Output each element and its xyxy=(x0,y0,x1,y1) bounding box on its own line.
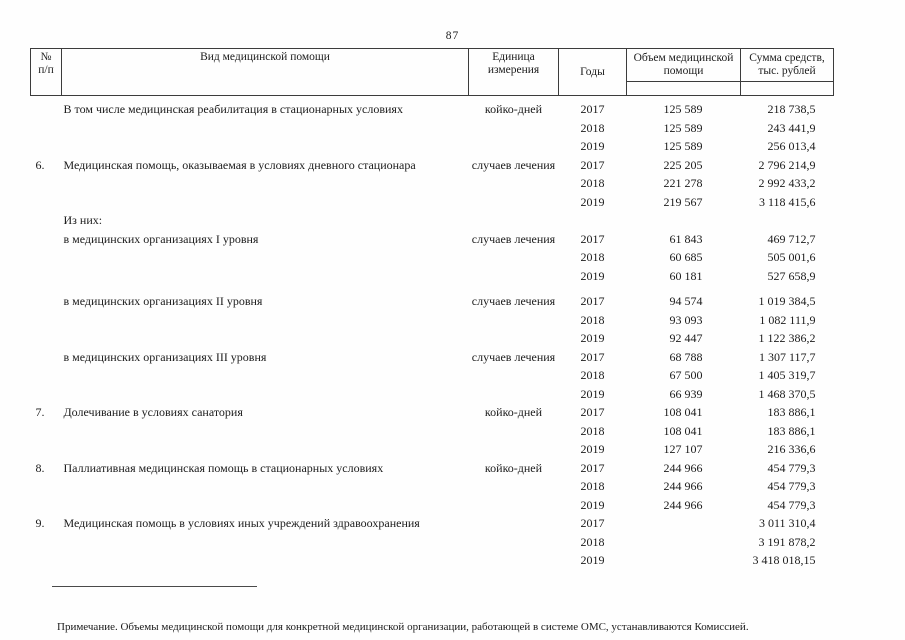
table-row: 2018 3 191 878,2 xyxy=(580,534,816,549)
table-row: 2018 108 041 183 886,1 xyxy=(580,423,816,438)
footnote-separator-line xyxy=(52,585,257,587)
medical-care-table: № п/п Вид медицинской помощи Единица изм… xyxy=(30,48,834,570)
table-row: 2018 67 500 1 405 319,7 xyxy=(580,368,816,382)
note-text: Примечание. Объемы медицинской помощи дл… xyxy=(57,620,749,633)
table-header-row: № п/п Вид медицинской помощи Единица изм… xyxy=(30,48,834,96)
table-row: в медицинских организациях III уровня слу… xyxy=(63,349,816,364)
table-row: В том числе медицинская реабилитация в с… xyxy=(63,102,816,116)
header-years: Годы xyxy=(558,48,627,96)
table-row: 6. Медицинская помощь, оказываемая в усло… xyxy=(35,157,816,172)
table-row: в медицинских организациях II уровня случ… xyxy=(63,294,816,308)
table-row: 2018 93 093 1 082 111,9 xyxy=(580,312,816,327)
header-unit: Единица измерения xyxy=(468,48,559,96)
table-row: 8. Паллиативная медицинская помощь в стац… xyxy=(35,460,816,475)
table-row: 2019 66 939 1 468 370,5 xyxy=(580,386,816,401)
header-volume: Объем медицинской помощи xyxy=(626,48,741,96)
page-number: 87 xyxy=(445,30,460,42)
header-num: № п/п xyxy=(30,48,62,96)
header-sum: Сумма средств, тыс. рублей xyxy=(740,48,834,96)
table-row: 2018 244 966 454 779,3 xyxy=(580,479,816,493)
table-row: 2018 60 685 505 001,6 xyxy=(580,250,816,264)
table-row: 2019 219 567 3 118 415,6 xyxy=(580,194,816,209)
table-row: 2019 92 447 1 122 386,2 xyxy=(580,331,816,345)
table-row: 2018 221 278 2 992 433,2 xyxy=(580,176,816,190)
table-row: 2019 60 181 527 658,9 xyxy=(580,268,816,283)
table-row: 2019 244 966 454 779,3 xyxy=(580,497,816,512)
header-kind: Вид медицинской помощи xyxy=(61,48,469,96)
table-row: 2019 125 589 256 013,4 xyxy=(580,139,816,153)
table-row-label: Из них: xyxy=(63,213,103,227)
table-row: 2019 3 418 018,15 xyxy=(580,553,816,567)
header-volume-label: Объем медицинской помощи xyxy=(627,49,740,82)
table-row: 9. Медицинская помощь в условиях иных учр… xyxy=(35,516,816,530)
table-row: 7. Долечивание в условиях санатория койко-… xyxy=(35,405,816,419)
table-row: 2019 127 107 216 336,6 xyxy=(580,442,816,456)
table-row: 2018 125 589 243 441,9 xyxy=(580,120,816,135)
table-row: в медицинских организациях I уровня случа… xyxy=(63,231,816,246)
header-sum-label: Сумма средств, тыс. рублей xyxy=(741,49,833,82)
